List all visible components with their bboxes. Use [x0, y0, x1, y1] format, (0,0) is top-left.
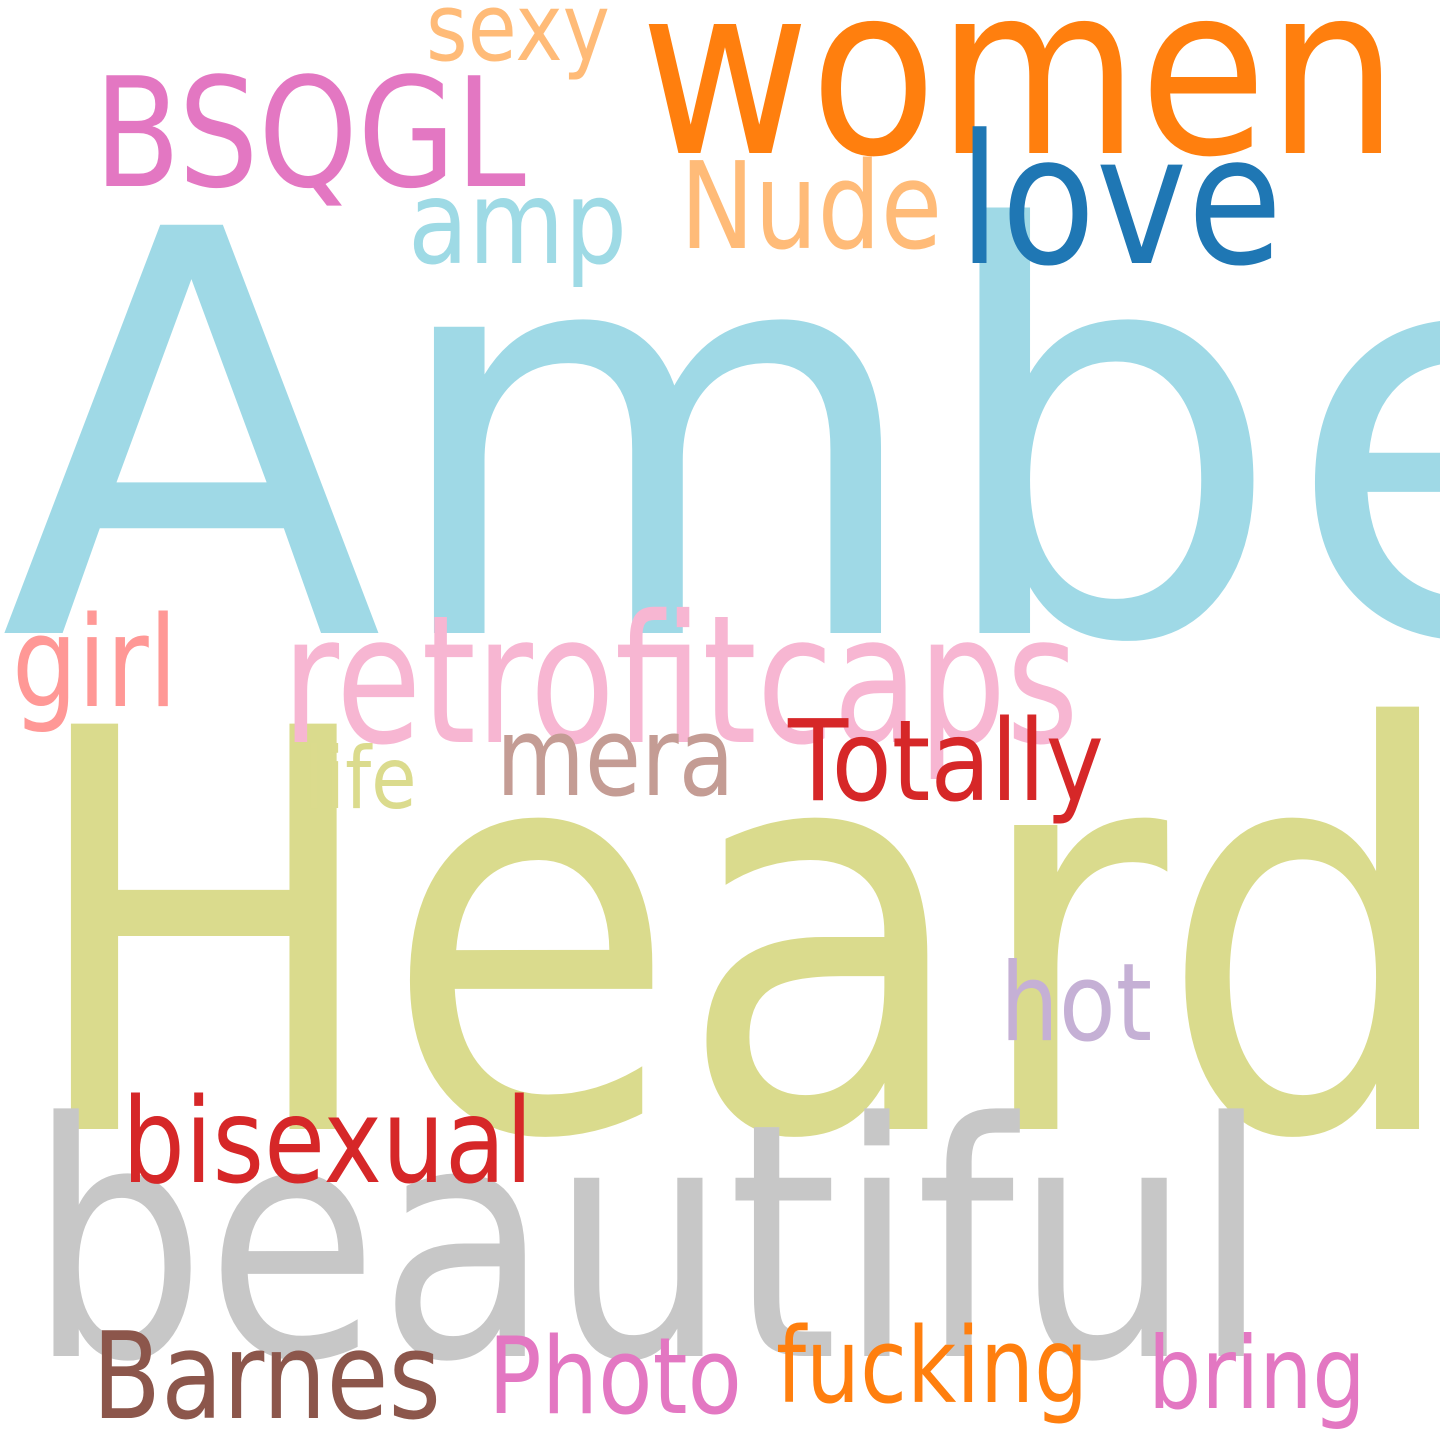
word-love: love: [958, 97, 1283, 306]
word-amber: Amber: [0, 114, 1440, 766]
word-bisexual: bisexual: [122, 1072, 534, 1210]
word-nude: Nude: [680, 138, 943, 277]
word-heard: Heard: [24, 614, 1440, 1261]
word-barnes: Barnes: [92, 1308, 442, 1440]
word-mera: mera: [496, 693, 735, 821]
word-totally: Totally: [788, 697, 1104, 827]
word-beautiful: beautiful: [28, 1053, 1271, 1433]
word-life: life: [304, 729, 417, 829]
word-bsqgl: BSQGL: [94, 45, 526, 222]
word-retrofitcaps: retrofitcaps: [282, 577, 1079, 784]
word-bring: bring: [1148, 1315, 1366, 1432]
word-photo: Photo: [488, 1315, 742, 1438]
word-sexy: sexy: [426, 0, 610, 83]
word-hot: hot: [1000, 941, 1153, 1066]
word-amp: amp: [408, 156, 628, 291]
word-girl: girl: [12, 589, 178, 736]
word-fucking: fucking: [776, 1305, 1089, 1427]
word-women: women: [640, 0, 1399, 209]
